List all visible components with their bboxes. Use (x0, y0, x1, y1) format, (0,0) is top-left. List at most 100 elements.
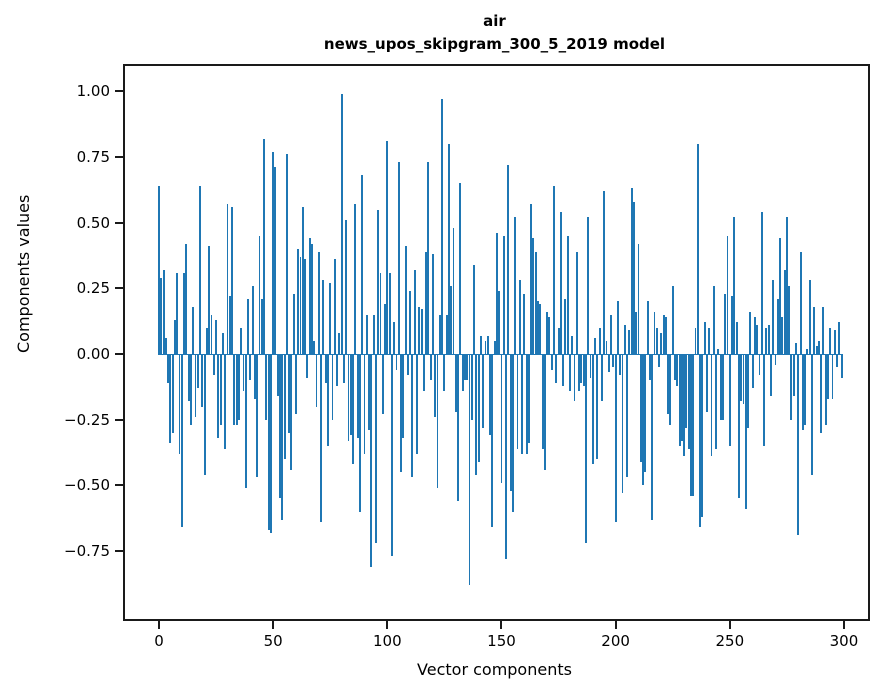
bar (715, 354, 718, 449)
bar (409, 290, 412, 354)
bar (817, 340, 820, 354)
bar (199, 185, 202, 354)
bar (523, 293, 526, 354)
bar (169, 354, 172, 444)
bar (258, 235, 261, 354)
bar (203, 354, 206, 475)
bar (221, 332, 224, 354)
bar (591, 354, 594, 465)
bar (820, 354, 823, 433)
bar (327, 354, 329, 446)
bar (648, 354, 651, 381)
bar (831, 354, 834, 399)
bar (824, 354, 827, 425)
bar (703, 322, 706, 354)
bar (479, 335, 482, 354)
bar (507, 164, 510, 354)
y-tick-label: 0.25 (76, 279, 110, 298)
chart-title: air news_upos_skipgram_300_5_2019 model (123, 10, 866, 56)
bar (171, 354, 174, 433)
x-tick-mark (728, 621, 731, 629)
bar (614, 354, 617, 523)
bar (525, 354, 528, 454)
y-tick-label: 1.00 (76, 82, 110, 101)
bar (811, 354, 813, 475)
bar (797, 354, 800, 536)
bar (722, 354, 724, 420)
bar (587, 217, 590, 354)
bar (217, 354, 220, 439)
bar (470, 354, 473, 420)
bar (699, 354, 702, 528)
bar (338, 332, 341, 354)
bar (304, 259, 307, 354)
bar (242, 354, 245, 391)
bar (571, 335, 574, 354)
bar (224, 354, 227, 449)
bar (808, 280, 811, 354)
bar (589, 354, 592, 378)
bar (228, 296, 231, 354)
bar (795, 343, 797, 354)
bar (829, 327, 832, 354)
bar (749, 311, 752, 354)
bar (667, 354, 670, 415)
bar (347, 354, 350, 441)
bar (315, 354, 318, 407)
bar (363, 354, 366, 454)
bar (534, 251, 537, 354)
bar (493, 340, 496, 354)
bar (543, 354, 546, 470)
bar (788, 285, 791, 354)
bar (489, 354, 491, 436)
bar (356, 354, 359, 439)
bar (717, 348, 720, 354)
bar (457, 354, 460, 502)
bar (422, 354, 425, 391)
bar (237, 354, 240, 420)
bar (692, 354, 695, 496)
bar (265, 354, 268, 420)
bar (420, 309, 423, 354)
bar (185, 243, 188, 354)
bar (516, 354, 519, 449)
y-tick-label: 0.50 (76, 213, 110, 232)
y-tick-mark (115, 155, 123, 158)
bar (710, 354, 713, 457)
bar (452, 227, 455, 354)
bar (539, 304, 542, 354)
bar (594, 338, 597, 354)
bar (201, 354, 204, 407)
bar (251, 285, 254, 354)
bar (267, 354, 270, 530)
bar (607, 354, 610, 373)
bar (308, 238, 311, 354)
bar (511, 354, 514, 512)
bar (569, 354, 571, 391)
bar (253, 354, 256, 399)
bar (776, 298, 779, 354)
bar (674, 354, 676, 381)
bar (813, 306, 816, 354)
bar (438, 314, 441, 354)
bar (623, 325, 626, 354)
bar (429, 354, 432, 381)
bar (687, 354, 690, 449)
bar (763, 354, 765, 446)
bar (500, 354, 503, 483)
bar (400, 354, 402, 473)
bar (443, 354, 446, 391)
bar (578, 354, 581, 391)
bar (744, 354, 747, 509)
bar (555, 354, 558, 383)
bar (342, 354, 345, 383)
bar (174, 319, 176, 354)
bar (288, 354, 291, 433)
bar (801, 354, 804, 431)
bar (740, 354, 743, 402)
bar (210, 314, 213, 354)
bar (372, 314, 375, 354)
bar (731, 296, 734, 354)
bar (379, 272, 382, 354)
bar (411, 354, 414, 478)
